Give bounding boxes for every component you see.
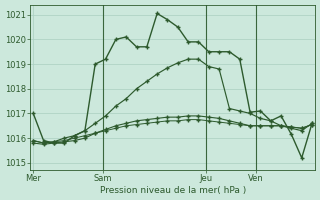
X-axis label: Pression niveau de la mer( hPa ): Pression niveau de la mer( hPa ) [100, 186, 246, 195]
